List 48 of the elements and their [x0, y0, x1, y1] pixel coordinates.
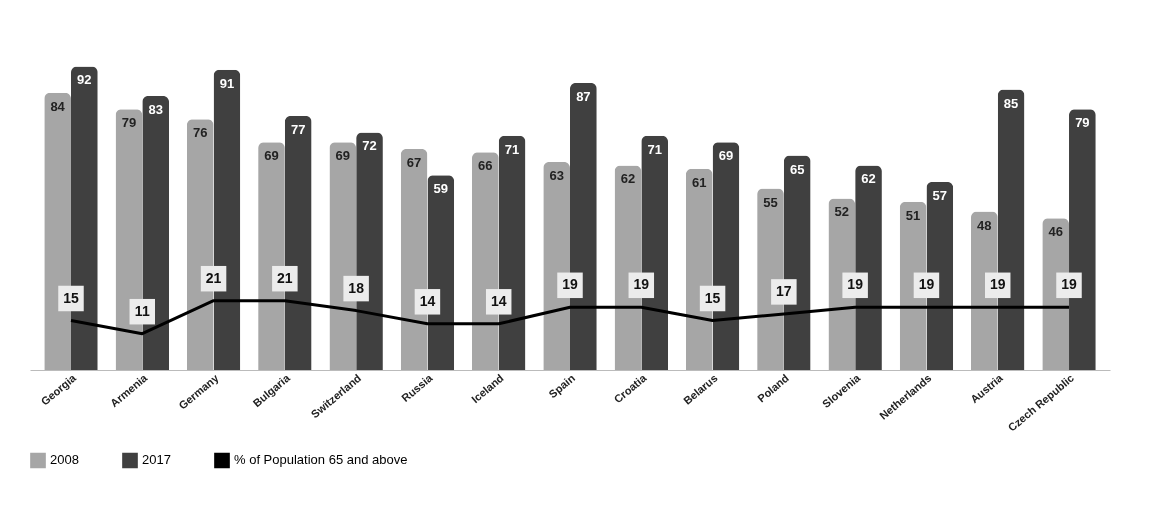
data-label: 11 — [134, 302, 150, 319]
data-label: 92 — [77, 72, 92, 88]
data-label: 55 — [763, 194, 778, 210]
data-label: 19 — [847, 276, 864, 293]
data-label: 76 — [192, 125, 208, 141]
data-label: 67 — [406, 154, 422, 170]
data-label: 69 — [264, 148, 279, 164]
data-label: 63 — [549, 168, 564, 184]
data-label: 69 — [718, 148, 734, 164]
legend-label: 2017 — [142, 452, 171, 468]
data-label: 79 — [1075, 115, 1090, 131]
data-label: 17 — [776, 282, 792, 299]
data-label: 71 — [647, 141, 662, 157]
data-label: 19 — [1061, 276, 1078, 293]
data-label: 83 — [148, 102, 163, 118]
data-label: 66 — [478, 158, 493, 174]
data-label: 46 — [1048, 224, 1063, 240]
data-label: 87 — [576, 88, 591, 104]
legend-label: % of Population 65 and above — [234, 452, 408, 468]
data-label: 15 — [704, 289, 721, 306]
data-label: 65 — [789, 161, 805, 177]
data-label: 57 — [932, 187, 948, 203]
data-label: 19 — [562, 276, 578, 293]
data-label: 77 — [290, 121, 306, 137]
data-label: 19 — [989, 276, 1006, 293]
data-label: 18 — [348, 279, 365, 296]
data-label: 51 — [905, 207, 921, 223]
data-label: 52 — [834, 204, 850, 220]
data-label: 15 — [63, 289, 79, 306]
data-label: 19 — [918, 276, 935, 293]
data-label: 62 — [861, 171, 876, 187]
data-label: 21 — [277, 269, 293, 286]
data-label: 84 — [50, 98, 66, 114]
data-label: 14 — [419, 292, 436, 309]
data-label: 14 — [490, 292, 507, 309]
data-label: 21 — [205, 269, 222, 286]
data-label: 71 — [504, 141, 520, 157]
data-label: 72 — [362, 138, 377, 154]
data-label: 48 — [977, 217, 992, 233]
data-label: 79 — [121, 115, 137, 131]
data-label: 69 — [335, 148, 351, 164]
data-label: 59 — [433, 181, 449, 197]
legend-label: 2008 — [50, 452, 79, 468]
data-label: 61 — [691, 174, 707, 190]
data-label: 91 — [219, 75, 235, 91]
data-label: 19 — [633, 276, 650, 293]
data-label: 62 — [620, 171, 636, 187]
data-label: 85 — [1003, 95, 1019, 111]
